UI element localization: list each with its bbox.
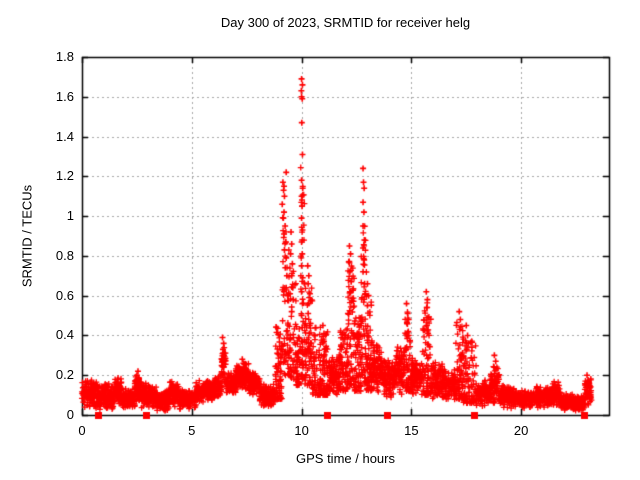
- x-tick-label: 5: [188, 423, 196, 438]
- y-tick-label: 1.8: [55, 49, 74, 64]
- x-tick-label: 10: [294, 423, 309, 438]
- x-tick-label: 0: [78, 423, 86, 438]
- x-tick-label: 20: [513, 423, 529, 438]
- chart-title: Day 300 of 2023, SRMTID for receiver hel…: [220, 15, 471, 30]
- y-tick-label: 0.8: [55, 247, 74, 263]
- y-tick-label: 1.4: [55, 128, 74, 144]
- y-tick-label: 1.6: [55, 88, 74, 104]
- y-tick-label: 0: [66, 407, 74, 422]
- y-tick-label: 0.4: [55, 327, 74, 343]
- y-tick-label: 0.2: [55, 367, 74, 383]
- y-tick-label: 0.6: [55, 287, 74, 303]
- x-axis-label: GPS time / hours: [296, 451, 395, 466]
- y-tick-label: 1: [66, 208, 74, 224]
- x-tick-label: 15: [404, 423, 419, 438]
- y-tick-label: 1.2: [55, 168, 74, 184]
- y-axis-label: SRMTID / TECUs: [19, 184, 35, 288]
